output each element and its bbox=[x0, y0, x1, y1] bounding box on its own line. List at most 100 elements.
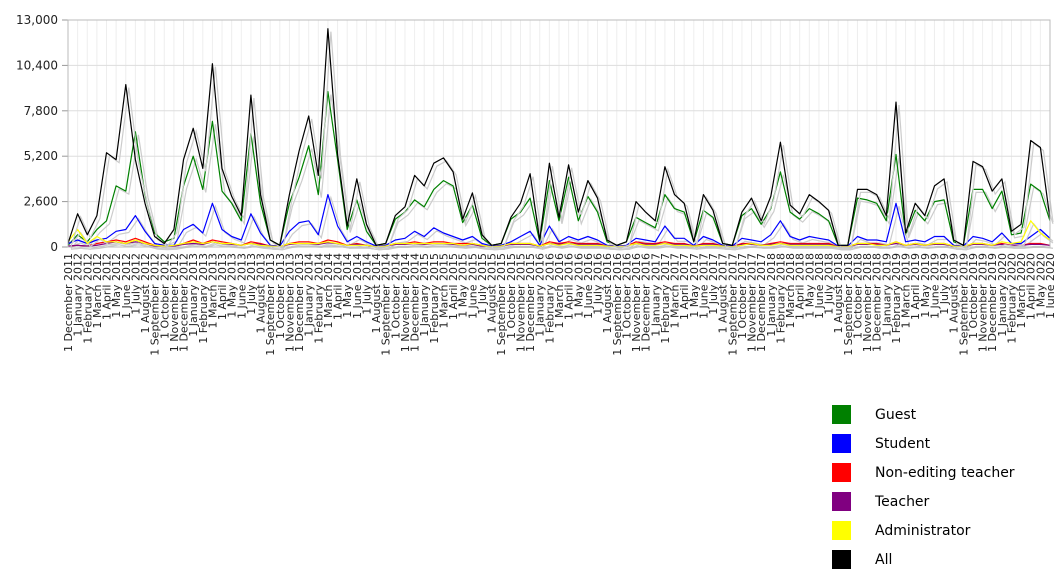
x-tick-label: 1 September 2016 bbox=[611, 253, 624, 356]
legend-label: All bbox=[875, 551, 893, 568]
y-tick-label: 5,200 bbox=[24, 149, 58, 163]
x-tick-label: 1 December 2018 bbox=[871, 253, 884, 352]
x-tick-label: 1 March 2015 bbox=[437, 253, 450, 329]
x-tick-label: 1 July 2014 bbox=[360, 253, 373, 315]
series-line-student bbox=[67, 194, 1051, 247]
x-tick-label: 1 July 2013 bbox=[245, 253, 258, 315]
y-tick-label: 7,800 bbox=[24, 104, 58, 118]
x-tick-label: 1 November 2017 bbox=[746, 253, 759, 352]
x-tick-label: 1 July 2015 bbox=[476, 253, 489, 315]
y-tick-label: 13,000 bbox=[16, 13, 58, 27]
legend-label: Teacher bbox=[875, 493, 930, 510]
x-tick-label: 1 January 2014 bbox=[303, 253, 316, 337]
x-tick-label: 1 January 2012 bbox=[72, 253, 85, 337]
x-tick-label: 1 June 2018 bbox=[813, 253, 826, 319]
x-tick-label: 1 August 2017 bbox=[717, 253, 730, 333]
x-tick-label: 1 March 2019 bbox=[900, 253, 913, 329]
x-tick-label: 1 April 2014 bbox=[332, 253, 345, 320]
legend: Guest Student Non-editing teacher Teache… bbox=[832, 400, 1015, 574]
x-tick-label: 1 December 2014 bbox=[409, 253, 422, 352]
legend-swatch-teacher bbox=[832, 492, 851, 511]
legend-swatch-guest bbox=[832, 405, 851, 424]
x-tick-label: 1 April 2017 bbox=[678, 253, 691, 320]
y-tick-label: 10,400 bbox=[16, 58, 58, 72]
x-tick-label: 1 April 2015 bbox=[447, 253, 460, 320]
x-tick-label: 1 April 2016 bbox=[563, 253, 576, 320]
series-line-guest bbox=[67, 90, 1051, 246]
legend-swatch-all bbox=[832, 550, 851, 569]
x-tick-label: 1 March 2016 bbox=[553, 253, 566, 329]
legend-item-administrator: Administrator bbox=[832, 516, 1015, 545]
x-tick-label: 1 October 2012 bbox=[158, 253, 171, 339]
x-tick-label: 1 December 2015 bbox=[524, 253, 537, 352]
x-tick-label: 1 September 2019 bbox=[957, 253, 970, 356]
line-chart: 0 2,600 5,200 7,800 10,400 13,000 1 December … bbox=[16, 13, 1054, 356]
x-tick-label: 1 June 2016 bbox=[582, 253, 595, 319]
x-tick-label: 1 June 2017 bbox=[697, 253, 710, 319]
x-tick-label: 1 October 2014 bbox=[389, 253, 402, 339]
x-tick-label: 1 May 2014 bbox=[341, 253, 354, 318]
x-tick-label: 1 May 2012 bbox=[110, 253, 123, 318]
x-tick-label: 1 November 2019 bbox=[977, 253, 990, 352]
legend-label: Student bbox=[875, 435, 931, 452]
x-tick-label: 1 September 2018 bbox=[842, 253, 855, 356]
x-tick-label: 1 May 2015 bbox=[457, 253, 470, 318]
x-tick-label: 1 August 2015 bbox=[486, 253, 499, 333]
x-tick-label: 1 February 2018 bbox=[774, 253, 787, 344]
x-tick-label: 1 January 2015 bbox=[418, 253, 431, 337]
legend-item-guest: Guest bbox=[832, 400, 1015, 429]
x-tick-label: 1 March 2014 bbox=[322, 253, 335, 329]
x-tick-label: 1 January 2017 bbox=[649, 253, 662, 337]
x-tick-label: 1 January 2019 bbox=[880, 253, 893, 337]
x-tick-label: 1 February 2017 bbox=[659, 253, 672, 344]
x-tick-label: 1 August 2014 bbox=[370, 253, 383, 333]
x-tick-label: 1 July 2019 bbox=[938, 253, 951, 315]
x-tick-label: 1 March 2013 bbox=[206, 253, 219, 329]
legend-swatch-administrator bbox=[832, 521, 851, 540]
y-tick-label: 2,600 bbox=[24, 195, 58, 209]
x-tick-label: 1 August 2013 bbox=[255, 253, 268, 333]
x-tick-label: 1 March 2018 bbox=[784, 253, 797, 329]
x-tick-label: 1 May 2020 bbox=[1034, 253, 1047, 318]
x-tick-label: 1 September 2012 bbox=[149, 253, 162, 356]
legend-label: Administrator bbox=[875, 522, 971, 539]
x-tick-label: 1 May 2017 bbox=[688, 253, 701, 318]
legend-swatch-student bbox=[832, 434, 851, 453]
x-tick-label: 1 February 2012 bbox=[81, 253, 94, 344]
x-tick-label: 1 July 2018 bbox=[823, 253, 836, 315]
x-tick-label: 1 February 2016 bbox=[543, 253, 556, 344]
legend-item-teacher: Teacher bbox=[832, 487, 1015, 516]
legend-item-all: All bbox=[832, 545, 1015, 574]
x-tick-label: 1 November 2016 bbox=[630, 253, 643, 352]
y-tick-label: 0 bbox=[50, 240, 58, 254]
x-tick-label: 1 February 2015 bbox=[428, 253, 441, 344]
x-tick-label: 1 April 2012 bbox=[101, 253, 114, 320]
x-tick-label: 1 August 2019 bbox=[948, 253, 961, 333]
x-tick-label: 1 November 2013 bbox=[283, 253, 296, 352]
x-tick-label: 1 September 2015 bbox=[495, 253, 508, 356]
x-tick-label: 1 November 2014 bbox=[399, 253, 412, 352]
x-tick-label: 1 September 2014 bbox=[380, 253, 393, 356]
y-axis: 0 2,600 5,200 7,800 10,400 13,000 bbox=[16, 13, 68, 254]
x-tick-label: 1 April 2013 bbox=[216, 253, 229, 320]
x-tick-label: 1 November 2015 bbox=[514, 253, 527, 352]
legend-swatch-non-editing-teacher bbox=[832, 463, 851, 482]
x-tick-label: 1 December 2013 bbox=[293, 253, 306, 352]
x-tick-label: 1 January 2016 bbox=[534, 253, 547, 337]
x-tick-label: 1 May 2018 bbox=[803, 253, 816, 318]
x-tick-label: 1 April 2019 bbox=[909, 253, 922, 320]
series-shadow-all bbox=[70, 31, 1054, 250]
x-tick-label: 1 June 2012 bbox=[120, 253, 133, 319]
x-tick-label: 1 October 2016 bbox=[620, 253, 633, 339]
x-tick-label: 1 December 2017 bbox=[755, 253, 768, 352]
x-tick-label: 1 December 2011 bbox=[62, 253, 75, 352]
x-tick-label: 1 January 2013 bbox=[187, 253, 200, 337]
x-tick-label: 1 January 2020 bbox=[996, 253, 1009, 337]
x-tick-label: 1 June 2015 bbox=[466, 253, 479, 319]
x-tick-label: 1 February 2014 bbox=[312, 253, 325, 344]
x-tick-label: 1 July 2012 bbox=[129, 253, 142, 315]
legend-item-student: Student bbox=[832, 429, 1015, 458]
plot-frame bbox=[67, 19, 1051, 248]
x-tick-label: 1 January 2018 bbox=[765, 253, 778, 337]
